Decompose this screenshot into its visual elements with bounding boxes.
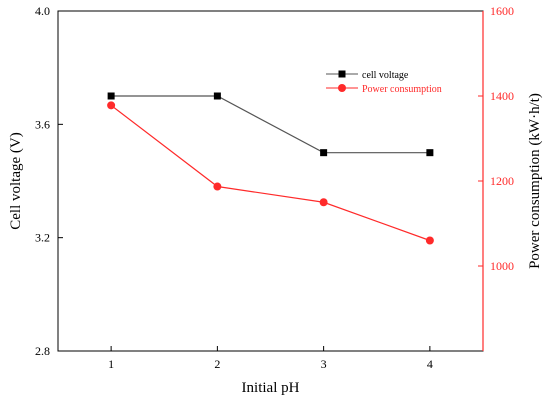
legend-marker-power-consumption	[338, 84, 346, 92]
legend-label-power-consumption: Power consumption	[362, 84, 442, 95]
series-line-power-consumption	[110, 104, 431, 242]
x-tick-label: 3	[321, 357, 327, 371]
x-tick-label: 2	[214, 357, 220, 371]
legend-entry-cell-voltage: cell voltage	[326, 70, 409, 81]
x-tick-label: 1	[108, 357, 114, 371]
legend: cell voltage Power consumption	[326, 70, 442, 95]
legend-entry-power-consumption: Power consumption	[326, 84, 442, 95]
x-tick-label: 4	[427, 357, 433, 371]
right-tick-label: 1000	[490, 259, 514, 273]
x-axis: 1 2 3 4	[108, 346, 433, 371]
left-tick-label: 4.0	[35, 4, 50, 18]
data-point-cell-voltage	[426, 149, 434, 157]
left-tick-label: 3.2	[35, 231, 50, 245]
data-point-power-consumption	[319, 198, 328, 207]
left-tick-label: 2.8	[35, 344, 50, 358]
data-point-cell-voltage	[213, 92, 221, 100]
series-line-cell-voltage	[111, 95, 430, 154]
data-point-power-consumption	[107, 101, 116, 110]
left-y-axis-title: Cell voltage (V)	[8, 132, 24, 229]
x-axis-title: Initial pH	[242, 380, 300, 396]
data-point-power-consumption	[425, 236, 434, 245]
plot-area-frame	[57, 10, 484, 352]
series-layer	[107, 92, 434, 245]
left-tick-label: 3.6	[35, 117, 50, 131]
right-tick-label: 1600	[490, 4, 514, 18]
data-point-cell-voltage	[107, 92, 115, 100]
left-y-axis: 2.8 3.2 3.6 4.0	[35, 4, 63, 358]
data-point-cell-voltage	[320, 149, 328, 157]
right-y-axis-title: Power consumption (kW·h/t)	[527, 93, 543, 269]
right-tick-label: 1200	[490, 174, 514, 188]
legend-marker-cell-voltage	[338, 70, 346, 78]
legend-label-cell-voltage: cell voltage	[362, 70, 409, 81]
right-tick-label: 1400	[490, 89, 514, 103]
data-point-power-consumption	[213, 182, 222, 191]
